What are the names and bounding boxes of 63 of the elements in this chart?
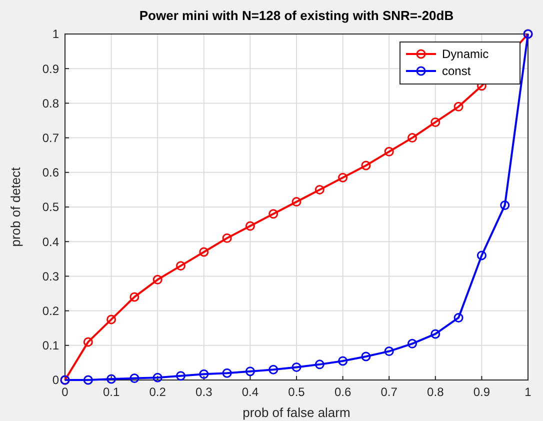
x-axis-title: prob of false alarm <box>242 405 350 420</box>
point <box>176 371 186 381</box>
y-tick-label: 1 <box>52 27 60 42</box>
y-tick-label: 0.2 <box>42 304 60 318</box>
point <box>384 146 394 156</box>
x-tick-label: 0.7 <box>380 385 398 399</box>
point <box>292 197 302 207</box>
y-tick-label: 0.4 <box>42 234 60 249</box>
y-tick-label: 0.5 <box>42 200 60 214</box>
point <box>408 338 417 348</box>
y-tick-label: 0.6 <box>42 166 60 180</box>
point <box>430 117 440 127</box>
x-tick-label: 0.3 <box>196 385 213 399</box>
x-tick-label: 0.8 <box>427 385 444 399</box>
legend-label: Dynamic <box>442 47 489 62</box>
point <box>454 312 464 322</box>
y-tick-label: 0.8 <box>42 96 60 110</box>
point <box>314 360 324 370</box>
point <box>245 221 255 231</box>
point <box>199 247 209 257</box>
point <box>292 362 302 372</box>
point <box>222 233 232 243</box>
y-tick-label: 0.7 <box>42 131 60 145</box>
y-tick-label: 0.1 <box>42 338 60 353</box>
point <box>500 200 510 210</box>
point <box>384 346 394 356</box>
point <box>245 366 255 376</box>
point <box>361 352 371 362</box>
x-tick-label: 0 <box>62 385 69 399</box>
point <box>152 372 162 382</box>
point <box>106 314 116 324</box>
y-tick-label: 0 <box>52 373 60 388</box>
x-tick-label: 0.1 <box>102 385 120 399</box>
point <box>130 374 140 384</box>
x-tick-label: 0.4 <box>242 385 259 399</box>
point <box>476 250 486 260</box>
x-tick-label: 0.9 <box>473 385 490 399</box>
y-tick-label: 0.9 <box>42 62 60 76</box>
point <box>408 133 417 143</box>
point <box>338 172 348 182</box>
point <box>83 375 93 385</box>
point <box>268 209 278 219</box>
x-tick-label: 0.6 <box>334 385 352 399</box>
x-tick-label: 0.2 <box>149 385 166 399</box>
point <box>199 369 209 379</box>
legend-label: const <box>442 64 472 78</box>
x-tick-label: 0.5 <box>288 385 306 399</box>
point <box>268 364 278 374</box>
point <box>152 274 162 284</box>
y-tick-label: 0.3 <box>42 269 60 284</box>
point <box>430 329 440 339</box>
point <box>130 292 140 302</box>
point <box>314 184 324 194</box>
point <box>176 261 186 271</box>
point <box>338 356 348 366</box>
point <box>106 374 116 384</box>
point <box>222 368 232 378</box>
point <box>361 160 371 170</box>
chart-title: Power mini with N=128 of existing with SNR=-20dB <box>139 8 454 23</box>
y-axis-title: prob of detect <box>8 166 23 247</box>
point <box>83 337 93 347</box>
x-tick-label: 1 <box>524 385 532 399</box>
point <box>454 102 464 112</box>
